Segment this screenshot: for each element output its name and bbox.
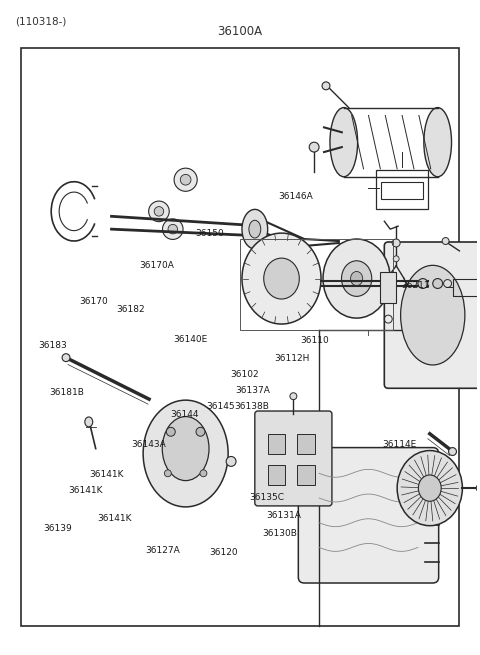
Text: 36144: 36144 [170,411,198,419]
Text: (110318-): (110318-) [14,16,66,27]
Text: 36139: 36139 [43,524,72,533]
Text: 36112H: 36112H [274,354,310,363]
Text: 36127A: 36127A [145,546,180,555]
Bar [297,434,315,453]
Ellipse shape [167,427,175,436]
Ellipse shape [290,393,297,400]
Text: 36170: 36170 [80,297,108,306]
Text: 36140E: 36140E [174,335,208,344]
Ellipse shape [392,239,400,247]
Ellipse shape [180,174,191,185]
Text: 36141K: 36141K [68,486,103,495]
Ellipse shape [143,400,228,507]
Text: 36141K: 36141K [89,470,124,479]
Ellipse shape [163,219,183,240]
Ellipse shape [149,201,169,221]
Bar [381,181,423,200]
Bar [376,170,428,210]
Text: 36120: 36120 [209,548,238,557]
Ellipse shape [393,256,399,262]
Ellipse shape [322,82,330,90]
Text: 36150: 36150 [195,229,224,238]
Ellipse shape [242,210,268,249]
Ellipse shape [341,261,372,296]
Ellipse shape [476,484,480,492]
Text: 36181B: 36181B [49,388,84,397]
Bar [453,278,480,296]
Text: 36170A: 36170A [139,261,174,271]
Ellipse shape [200,470,207,477]
Ellipse shape [444,280,452,288]
Ellipse shape [424,107,452,177]
Bar [240,239,393,330]
Ellipse shape [154,206,164,216]
Ellipse shape [419,475,441,501]
Ellipse shape [174,168,197,191]
Ellipse shape [196,427,205,436]
Text: 36146A: 36146A [278,192,312,201]
FancyBboxPatch shape [384,242,480,388]
Text: 36211: 36211 [401,281,430,290]
Ellipse shape [433,278,443,288]
Ellipse shape [164,470,171,477]
Text: 36138B: 36138B [234,402,269,411]
Ellipse shape [448,447,456,455]
Ellipse shape [62,354,70,362]
Text: 36137A: 36137A [235,386,270,396]
Ellipse shape [226,457,236,466]
Ellipse shape [350,271,363,286]
Ellipse shape [264,258,300,299]
Bar [268,434,286,453]
Text: 36145: 36145 [206,402,234,411]
Bar [21,48,459,626]
Ellipse shape [162,417,209,481]
Text: 36183: 36183 [38,341,67,350]
Ellipse shape [323,239,390,318]
Text: 36110: 36110 [301,336,329,345]
FancyBboxPatch shape [255,411,332,506]
Text: 36182: 36182 [117,305,145,314]
Ellipse shape [401,265,465,365]
Text: 36141K: 36141K [97,514,132,523]
Text: 36102: 36102 [230,369,259,379]
Bar [268,466,286,485]
Ellipse shape [309,142,319,152]
Ellipse shape [442,238,449,244]
Bar [297,466,315,485]
Text: 36143A: 36143A [131,440,166,449]
Ellipse shape [397,451,462,526]
FancyBboxPatch shape [298,447,439,583]
Ellipse shape [249,220,261,238]
Ellipse shape [168,225,178,234]
Text: 36100A: 36100A [217,25,263,38]
Text: 36131A: 36131A [266,511,301,520]
Text: 36135C: 36135C [250,493,285,502]
Ellipse shape [85,417,93,427]
Text: 36114E: 36114E [383,440,417,449]
Bar [380,272,396,303]
Ellipse shape [242,233,321,324]
Ellipse shape [330,107,358,177]
Text: 36130B: 36130B [263,529,298,538]
Ellipse shape [418,278,428,288]
